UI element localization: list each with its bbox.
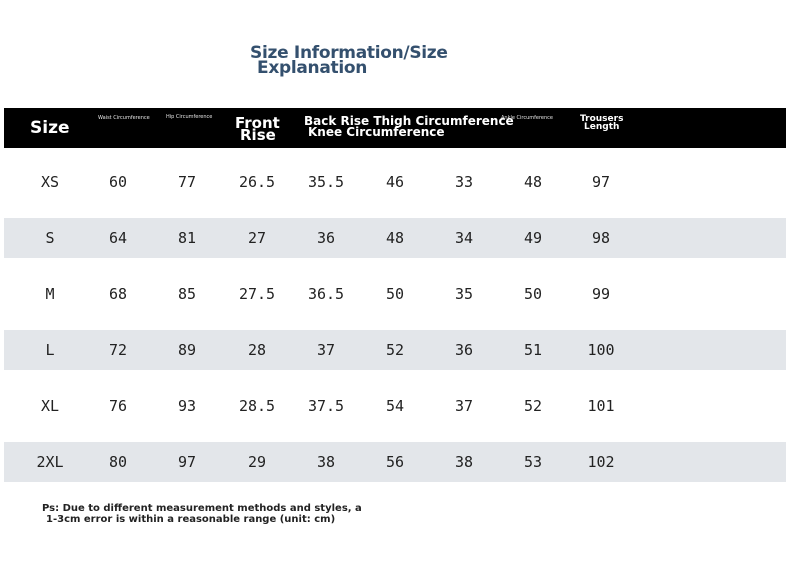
table-cell: 46 bbox=[385, 173, 405, 191]
table-cell: 53 bbox=[523, 453, 543, 471]
size-cell: 2XL bbox=[36, 453, 64, 471]
table-cell: 26.5 bbox=[238, 173, 276, 191]
header-ankle: Ankle Circumference bbox=[501, 115, 554, 121]
header-trousers-length: Trousers Length bbox=[580, 114, 624, 132]
table-cell: 37 bbox=[316, 341, 336, 359]
table-row: 2XL 80 97 29 38 56 38 53 102 bbox=[4, 434, 786, 490]
size-table-body: XS 60 77 26.5 35.5 46 33 48 97 S 64 81 2… bbox=[4, 154, 786, 490]
table-cell: 97 bbox=[591, 173, 611, 191]
table-cell: 51 bbox=[523, 341, 543, 359]
table-cell: 50 bbox=[385, 285, 405, 303]
table-cell: 37.5 bbox=[307, 397, 345, 415]
table-cell: 34 bbox=[454, 229, 474, 247]
row-band bbox=[4, 218, 786, 258]
header-front-rise-2: Rise bbox=[240, 126, 276, 144]
table-cell: 27.5 bbox=[238, 285, 276, 303]
table-cell: 49 bbox=[523, 229, 543, 247]
table-cell: 36 bbox=[454, 341, 474, 359]
table-cell: 89 bbox=[177, 341, 197, 359]
table-cell: 101 bbox=[587, 397, 615, 415]
table-cell: 54 bbox=[385, 397, 405, 415]
header-trousers-1: Trousers bbox=[580, 114, 624, 124]
table-cell: 35 bbox=[454, 285, 474, 303]
header-hip: Hip Circumference bbox=[166, 114, 213, 120]
table-cell: 33 bbox=[454, 173, 474, 191]
header-back-line-2: Knee Circumference bbox=[308, 125, 445, 139]
note-line-1: Ps: Due to different measurement methods… bbox=[42, 503, 362, 514]
table-cell: 48 bbox=[523, 173, 543, 191]
header-back-line-1: Back Rise Thigh Circumference bbox=[304, 114, 514, 128]
table-cell: 68 bbox=[108, 285, 128, 303]
table-cell: 38 bbox=[316, 453, 336, 471]
table-cell: 98 bbox=[591, 229, 611, 247]
title-line-1: Size Information/Size bbox=[250, 43, 448, 63]
table-cell: 48 bbox=[385, 229, 405, 247]
table-header: Size Waist Circumference Hip Circumferen… bbox=[4, 108, 786, 148]
table-row: M 68 85 27.5 36.5 50 35 50 99 bbox=[4, 266, 786, 322]
table-cell: 102 bbox=[587, 453, 615, 471]
table-row: XL 76 93 28.5 37.5 54 37 52 101 bbox=[4, 378, 786, 434]
table-cell: 52 bbox=[385, 341, 405, 359]
table-cell: 28.5 bbox=[238, 397, 276, 415]
table-row: XS 60 77 26.5 35.5 46 33 48 97 bbox=[4, 154, 786, 210]
table-cell: 76 bbox=[108, 397, 128, 415]
header-trousers-2: Length bbox=[584, 122, 620, 132]
table-cell: 36 bbox=[316, 229, 336, 247]
table-cell: 28 bbox=[247, 341, 267, 359]
header-size: Size bbox=[30, 118, 70, 138]
header-waist: Waist Circumference bbox=[98, 115, 150, 121]
title-line-2: Explanation bbox=[257, 58, 368, 78]
table-cell: 36.5 bbox=[307, 285, 345, 303]
table-row: L 72 89 28 37 52 36 51 100 bbox=[4, 322, 786, 378]
row-band bbox=[4, 442, 786, 482]
table-cell: 99 bbox=[591, 285, 611, 303]
row-band bbox=[4, 330, 786, 370]
size-cell: M bbox=[45, 285, 55, 303]
table-cell: 64 bbox=[108, 229, 128, 247]
header-back-rise-group: Back Rise Thigh Circumference Knee Circu… bbox=[304, 114, 514, 139]
table-row: S 64 81 27 36 48 34 49 98 bbox=[4, 210, 786, 266]
table-cell: 97 bbox=[177, 453, 197, 471]
size-cell: XS bbox=[40, 173, 60, 191]
table-cell: 60 bbox=[108, 173, 128, 191]
page-title: Size Information/Size Explanation bbox=[250, 43, 510, 78]
table-cell: 37 bbox=[454, 397, 474, 415]
table-cell: 80 bbox=[108, 453, 128, 471]
table-cell: 52 bbox=[523, 397, 543, 415]
size-cell: XL bbox=[40, 397, 60, 415]
table-cell: 81 bbox=[177, 229, 197, 247]
table-cell: 77 bbox=[177, 173, 197, 191]
note-line-2: 1-3cm error is within a reasonable range… bbox=[46, 514, 336, 525]
header-front-rise: Front Rise bbox=[235, 114, 280, 144]
table-cell: 38 bbox=[454, 453, 474, 471]
table-cell: 35.5 bbox=[307, 173, 345, 191]
table-cell: 27 bbox=[247, 229, 267, 247]
table-cell: 29 bbox=[247, 453, 267, 471]
table-cell: 56 bbox=[385, 453, 405, 471]
table-cell: 50 bbox=[523, 285, 543, 303]
header-front-rise-1: Front bbox=[235, 114, 280, 132]
measurement-note: Ps: Due to different measurement methods… bbox=[42, 503, 402, 525]
table-cell: 85 bbox=[177, 285, 197, 303]
table-cell: 93 bbox=[177, 397, 197, 415]
table-cell: 72 bbox=[108, 341, 128, 359]
table-cell: 100 bbox=[587, 341, 615, 359]
size-cell: S bbox=[45, 229, 55, 247]
size-cell: L bbox=[45, 341, 55, 359]
